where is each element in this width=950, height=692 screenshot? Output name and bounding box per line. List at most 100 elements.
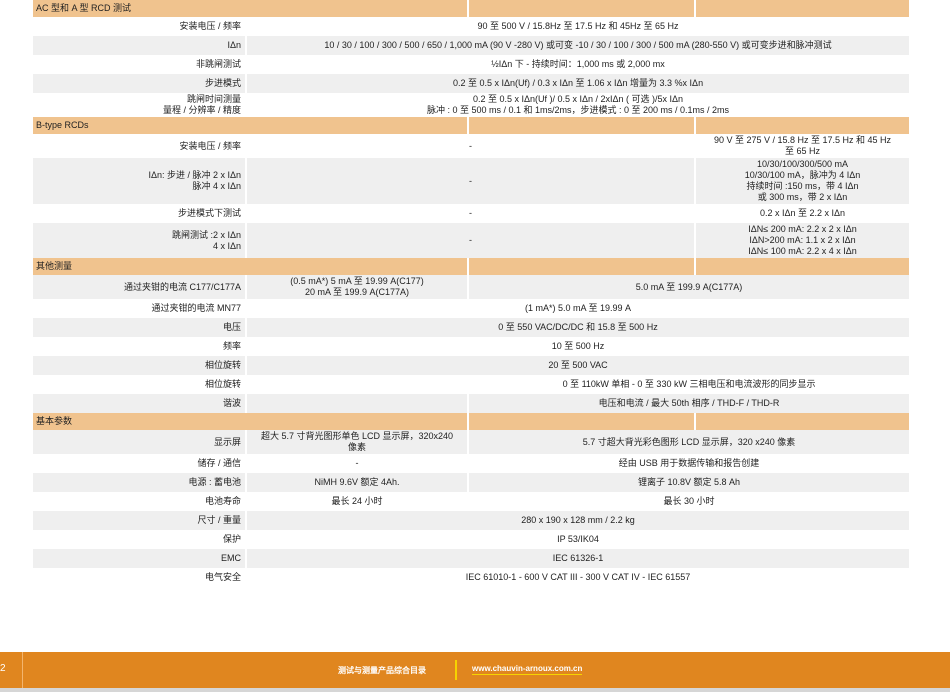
table-row: 安装电压 / 频率 90 至 500 V / 15.8Hz 至 17.5 Hz 和… <box>33 17 910 36</box>
row-value: 280 x 190 x 128 mm / 2.2 kg <box>247 511 910 530</box>
row-value: 经由 USB 用于数据传输和报告创建 <box>469 454 910 473</box>
row-label: 显示屏 <box>33 430 245 454</box>
section-header-cell <box>469 258 695 275</box>
row-value: 90 V 至 275 V / 15.8 Hz 至 17.5 Hz 和 45 Hz… <box>696 134 910 158</box>
page-number: 2 <box>0 663 6 674</box>
bottom-strip <box>0 688 950 692</box>
table-row: 尺寸 / 重量 280 x 190 x 128 mm / 2.2 kg <box>33 511 910 530</box>
catalog-title: 测试与测量产品综合目录 <box>338 666 426 675</box>
row-label: 频率 <box>33 337 245 356</box>
row-value: IΔN≤ 200 mA: 2.2 x 2 x IΔn IΔN>200 mA: 1… <box>696 223 910 258</box>
table-row: 非跳闸测试 ½IΔn 下 - 持续时间：1,000 ms 或 2,000 mx <box>33 55 910 74</box>
section-header: B-type RCDs <box>33 117 910 134</box>
row-value: 10/30/100/300/500 mA 10/30/100 mA，脉冲为 4 … <box>696 158 910 204</box>
row-value <box>247 375 468 394</box>
row-value: 20 至 500 VAC <box>247 356 910 375</box>
row-value: 0.2 x IΔn 至 2.2 x IΔn <box>696 204 910 223</box>
row-value: IP 53/IK04 <box>247 530 910 549</box>
table-row: 跳闸时间测量 量程 / 分辨率 / 精度 0.2 至 0.5 x IΔn(Uf )… <box>33 93 910 117</box>
row-value: (1 mA*) 5.0 mA 至 19.99 A <box>247 299 910 318</box>
table-row: 步进模式下测试 -0.2 x IΔn 至 2.2 x IΔn <box>33 204 910 223</box>
row-label: 相位旋转 <box>33 356 245 375</box>
row-value: - <box>247 204 695 223</box>
row-label: 电压 <box>33 318 245 337</box>
row-value: 电压和电流 / 最大 50th 相序 / THD-F / THD-R <box>469 394 910 413</box>
row-value: - <box>247 134 695 158</box>
row-label: 保护 <box>33 530 245 549</box>
table-row: 跳闸测试 :2 x IΔn 4 x IΔn - IΔN≤ 200 mA: 2.2 x… <box>33 223 910 258</box>
section-header-cell <box>469 413 695 430</box>
table-row: 电气安全 IEC 61010-1 - 600 V CAT III - 300 V … <box>33 568 910 587</box>
row-label: 安装电压 / 频率 <box>33 17 245 36</box>
row-value: 10 / 30 / 100 / 300 / 500 / 650 / 1,000 … <box>247 36 910 55</box>
row-value: - <box>247 158 695 204</box>
section-title: B-type RCDs <box>33 117 468 134</box>
row-value: 5.7 寸超大背光彩色图形 LCD 显示屏，320 x240 像素 <box>469 430 910 454</box>
row-label: 电源 : 蓄电池 <box>33 473 245 492</box>
row-value: 0.2 至 0.5 x IΔn(Uf) / 0.3 x IΔn 至 1.06 x… <box>247 74 910 93</box>
row-label: 跳闸测试 :2 x IΔn 4 x IΔn <box>33 223 245 258</box>
table-row: 电池寿命 最长 24 小时 最长 30 小时 <box>33 492 910 511</box>
row-value: NiMH 9.6V 额定 4Ah. <box>247 473 468 492</box>
row-label: 步进模式 <box>33 74 245 93</box>
section-header-cell <box>469 117 695 134</box>
section-header-cell <box>696 413 910 430</box>
table-row: 储存 / 通信 - 经由 USB 用于数据传输和报告创建 <box>33 454 910 473</box>
section-title: 基本参数 <box>33 413 468 430</box>
table-row: IΔn 10 / 30 / 100 / 300 / 500 / 650 / 1,0… <box>33 36 910 55</box>
row-label: EMC <box>33 549 245 568</box>
table-row: 频率 10 至 500 Hz <box>33 337 910 356</box>
table-row: 相位旋转 20 至 500 VAC <box>33 356 910 375</box>
row-value: - <box>247 454 468 473</box>
table-row: 显示屏 超大 5.7 寸背光图形单色 LCD 显示屏，320x240 像素 5.7 … <box>33 430 910 454</box>
section-header-cell <box>696 258 910 275</box>
table-row: 谐波 电压和电流 / 最大 50th 相序 / THD-F / THD-R <box>33 394 910 413</box>
row-value: 锂离子 10.8V 额定 5.8 Ah <box>469 473 910 492</box>
row-label: 跳闸时间测量 量程 / 分辨率 / 精度 <box>33 93 245 117</box>
row-label: 步进模式下测试 <box>33 204 245 223</box>
footer-bar: 2 测试与测量产品综合目录 www.chauvin-arnoux.com.cn <box>0 652 950 688</box>
table-row: 安装电压 / 频率 -90 V 至 275 V / 15.8 Hz 至 17.5 … <box>33 134 910 158</box>
section-header-cell <box>469 0 695 17</box>
row-label: IΔn <box>33 36 245 55</box>
table-row: IΔn: 步进 / 脉冲 2 x IΔn 脉冲 4 x IΔn -10/30/10… <box>33 158 910 204</box>
row-value: IEC 61326-1 <box>247 549 910 568</box>
row-value: 0 至 550 VAC/DC/DC 和 15.8 至 500 Hz <box>247 318 910 337</box>
row-value <box>247 394 468 413</box>
row-value: 超大 5.7 寸背光图形单色 LCD 显示屏，320x240 像素 <box>247 430 468 454</box>
row-value: (0.5 mA*) 5 mA 至 19.99 A(C177) 20 mA 至 1… <box>247 275 468 299</box>
section-header: 基本参数 <box>33 413 910 430</box>
row-value: 10 至 500 Hz <box>247 337 910 356</box>
table-row: 通过夹钳的电流 C177/C177A (0.5 mA*) 5 mA 至 19.99… <box>33 275 910 299</box>
website-link[interactable]: www.chauvin-arnoux.com.cn <box>472 664 583 675</box>
table-row: 步进模式 0.2 至 0.5 x IΔn(Uf) / 0.3 x IΔn 至 1.… <box>33 74 910 93</box>
row-label: 通过夹钳的电流 C177/C177A <box>33 275 245 299</box>
row-value: ½IΔn 下 - 持续时间：1,000 ms 或 2,000 mx <box>247 55 910 74</box>
section-title: 其他测量 <box>33 258 468 275</box>
table-row: EMC IEC 61326-1 <box>33 549 910 568</box>
section-header-cell <box>696 117 910 134</box>
row-label: 通过夹钳的电流 MN77 <box>33 299 245 318</box>
row-value: 90 至 500 V / 15.8Hz 至 17.5 Hz 和 45Hz 至 6… <box>247 17 910 36</box>
row-label: 储存 / 通信 <box>33 454 245 473</box>
table-row: 电压 0 至 550 VAC/DC/DC 和 15.8 至 500 Hz <box>33 318 910 337</box>
row-value: 5.0 mA 至 199.9 A(C177A) <box>469 275 910 299</box>
table-row: 相位旋转 0 至 110kW 单相 - 0 至 330 kW 三相电压和电流波形的… <box>33 375 910 394</box>
table-row: 电源 : 蓄电池 NiMH 9.6V 额定 4Ah. 锂离子 10.8V 额定 5.… <box>33 473 910 492</box>
row-value: 最长 30 小时 <box>469 492 910 511</box>
row-value: IEC 61010-1 - 600 V CAT III - 300 V CAT … <box>247 568 910 587</box>
section-title: AC 型和 A 型 RCD 测试 <box>33 0 468 17</box>
section-header: 其他测量 <box>33 258 910 275</box>
spec-table: AC 型和 A 型 RCD 测试 安装电压 / 频率 90 至 500 V / 15… <box>31 0 911 587</box>
row-value: 0.2 至 0.5 x IΔn(Uf )/ 0.5 x IΔn / 2xIΔn … <box>247 93 910 117</box>
row-label: 谐波 <box>33 394 245 413</box>
row-label: 尺寸 / 重量 <box>33 511 245 530</box>
row-value: - <box>247 223 695 258</box>
row-value: 最长 24 小时 <box>247 492 468 511</box>
row-value: 0 至 110kW 单相 - 0 至 330 kW 三相电压和电流波形的同步显示 <box>469 375 910 394</box>
row-label: 安装电压 / 频率 <box>33 134 245 158</box>
row-label: 相位旋转 <box>33 375 245 394</box>
table-row: 通过夹钳的电流 MN77 (1 mA*) 5.0 mA 至 19.99 A <box>33 299 910 318</box>
divider <box>455 660 457 680</box>
row-label: 非跳闸测试 <box>33 55 245 74</box>
